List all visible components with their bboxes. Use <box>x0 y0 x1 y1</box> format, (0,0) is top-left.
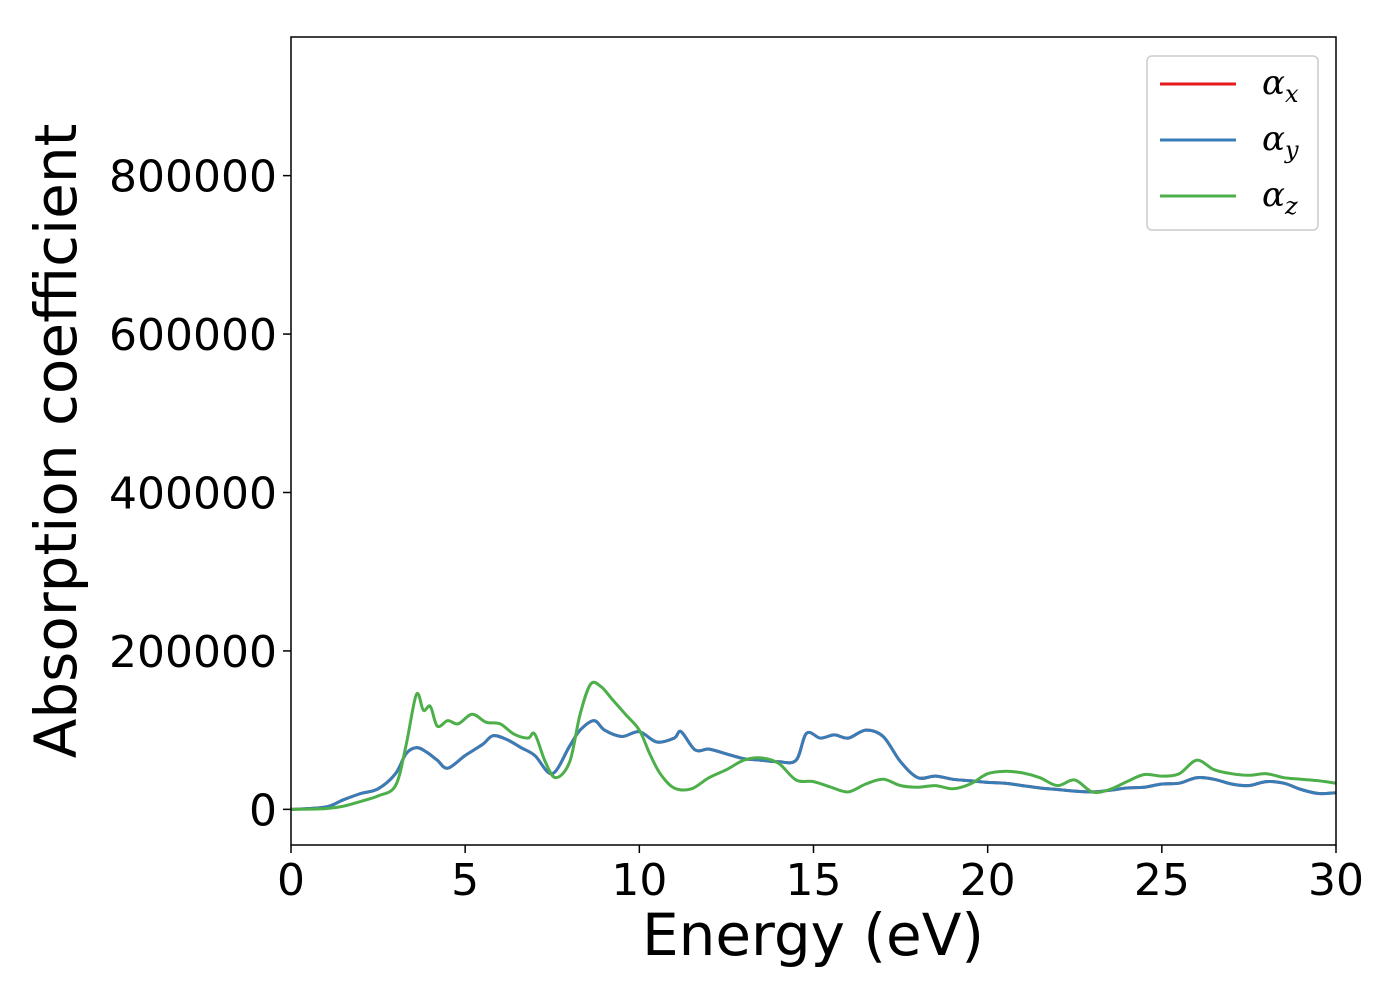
y-axis: 0 200000 400000 600000 800000 <box>109 152 291 836</box>
series-layer <box>291 680 1336 811</box>
x-tick-label: 25 <box>1134 855 1190 906</box>
x-tick-label: 30 <box>1308 855 1364 906</box>
x-axis-title: Energy (eV) <box>642 901 984 969</box>
x-tick-label: 10 <box>611 855 667 906</box>
x-tick-label: 15 <box>786 855 842 906</box>
legend-label-x: αx <box>1262 63 1299 108</box>
legend: αx αy αz <box>1146 55 1319 231</box>
series-line-y <box>291 719 1336 811</box>
y-tick-label: 200000 <box>109 627 277 678</box>
x-tick-label: 5 <box>451 855 479 906</box>
legend-label-y: αy <box>1262 119 1299 164</box>
legend-box <box>1146 55 1319 231</box>
y-tick-label: 0 <box>249 785 277 836</box>
y-axis-title: Absorption coefficient <box>22 124 90 759</box>
x-tick-label: 0 <box>277 855 305 906</box>
legend-label-z: αz <box>1262 175 1298 220</box>
y-tick-label: 800000 <box>109 152 277 203</box>
y-tick-label: 400000 <box>109 468 277 519</box>
x-tick-label: 20 <box>960 855 1016 906</box>
series-line-z <box>291 680 1336 811</box>
y-tick-label: 600000 <box>109 310 277 361</box>
x-axis: 0 5 10 15 20 25 30 <box>277 845 1364 906</box>
